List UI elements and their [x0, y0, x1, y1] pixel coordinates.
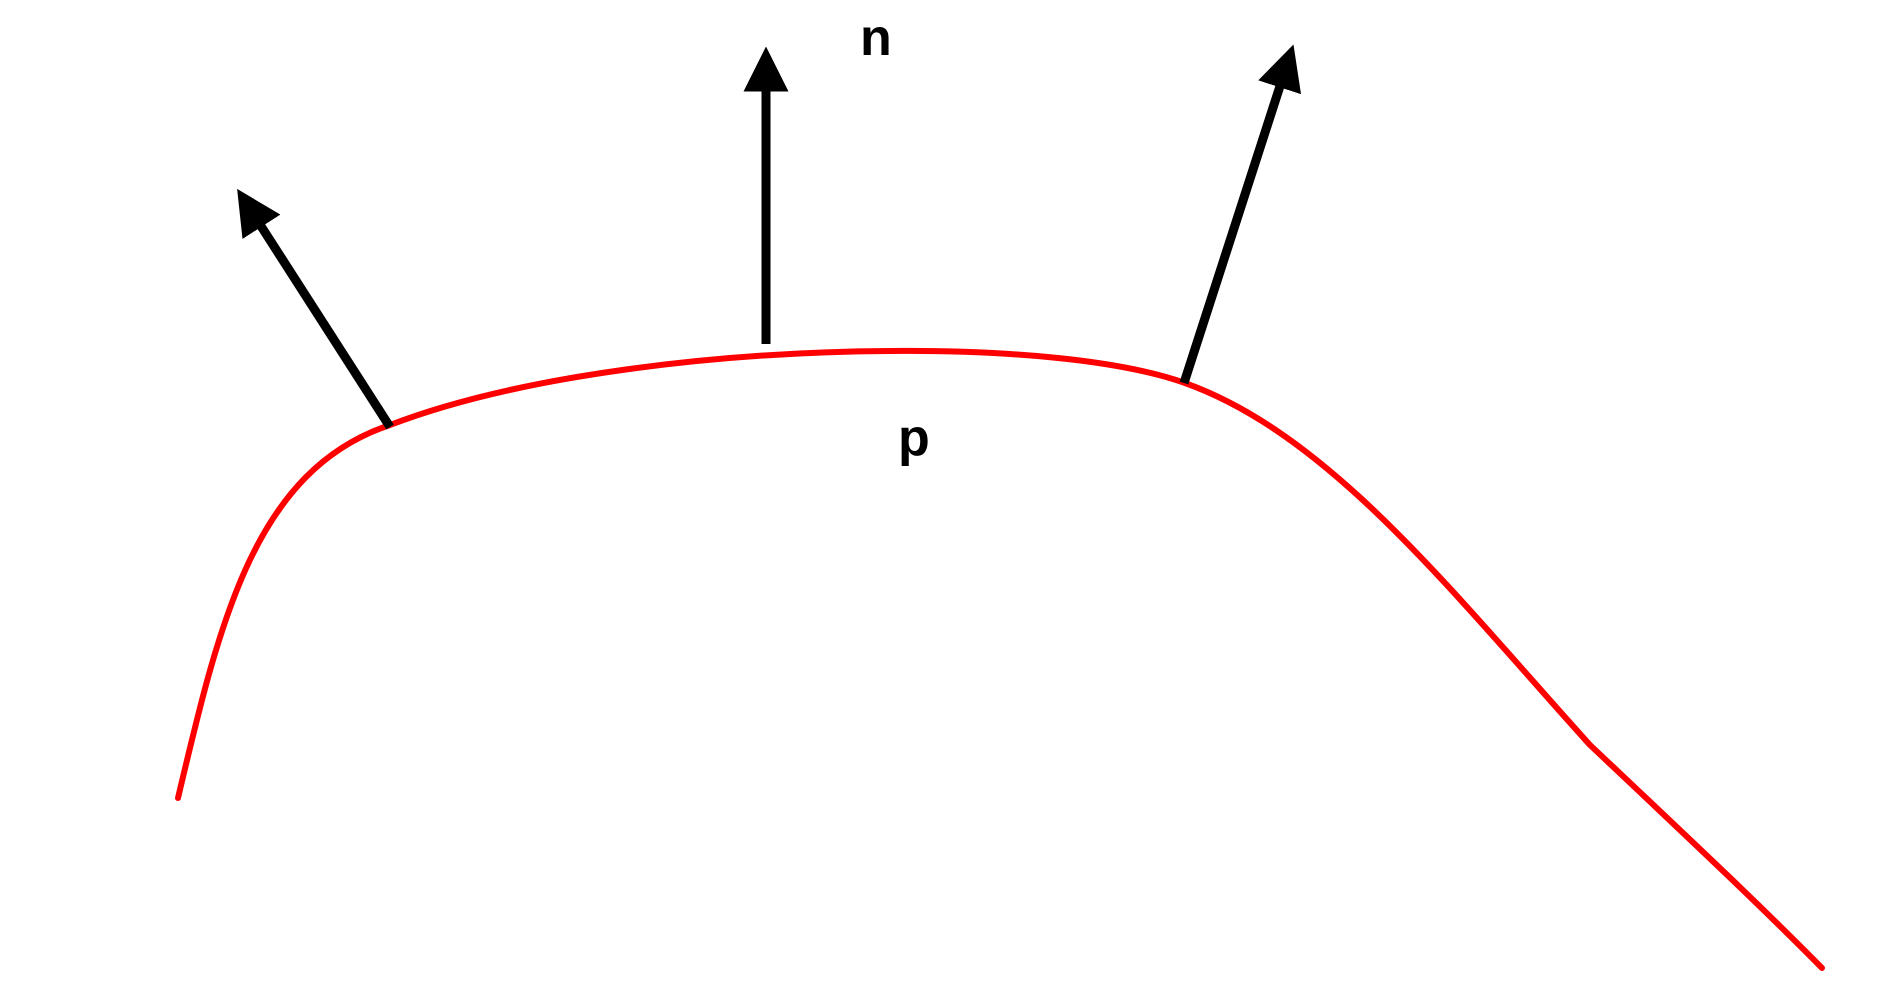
normal-arrow-right — [1179, 44, 1302, 385]
normal-label: n — [860, 9, 892, 67]
normal-arrow-left — [237, 188, 394, 430]
point-label: p — [898, 409, 930, 467]
surface-curve — [175, 347, 1825, 971]
